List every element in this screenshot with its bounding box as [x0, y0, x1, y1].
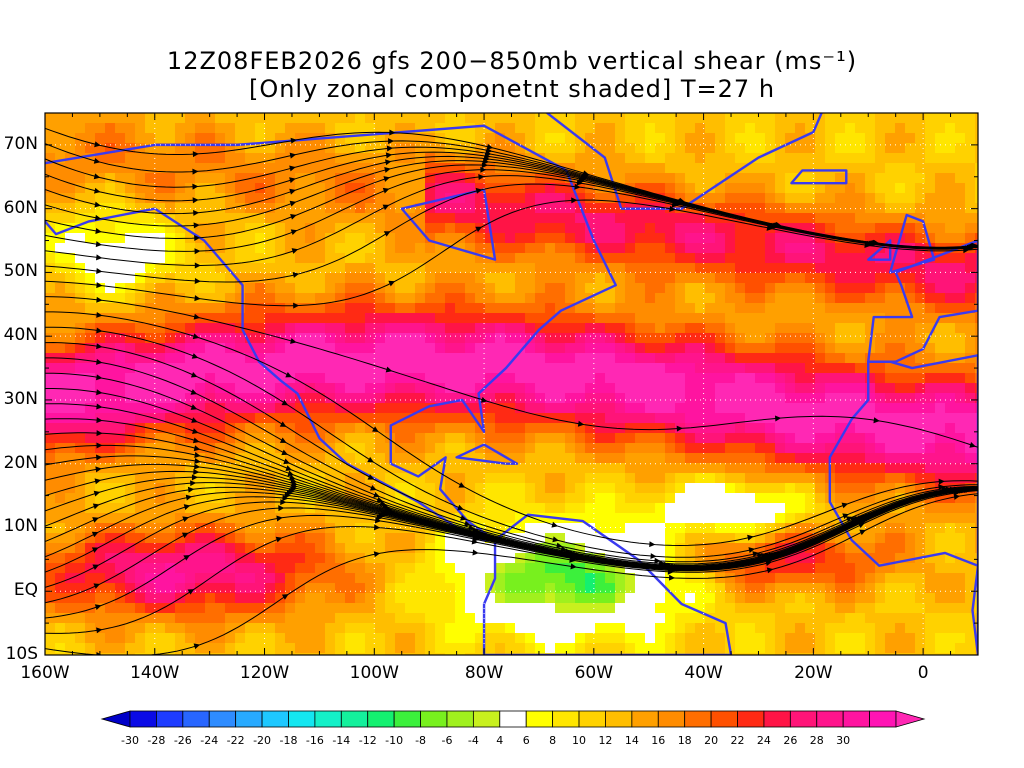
lon-label: 0 [917, 663, 929, 683]
colorbar-label: -8 [415, 734, 427, 747]
lat-label: 50N [3, 261, 38, 282]
colorbar-swatch [842, 710, 870, 728]
colorbar-swatch [420, 710, 448, 728]
lon-label: 80W [464, 663, 504, 683]
colorbar-label: -14 [332, 734, 351, 747]
colorbar-swatch [235, 710, 263, 728]
colorbar-label: -18 [279, 734, 298, 747]
colorbar-swatch [472, 710, 501, 728]
colorbar-swatch [393, 710, 421, 728]
colorbar-label: 30 [836, 734, 851, 747]
colorbar-label: 14 [624, 734, 639, 747]
colorbar-label: -20 [253, 734, 272, 747]
colorbar-label: 10 [572, 734, 587, 747]
colorbar-label: 6 [522, 734, 530, 747]
lon-label: 160W [20, 663, 70, 683]
lat-label: 70N [3, 133, 38, 154]
colorbar-label: 16 [651, 734, 666, 747]
coastlines [45, 113, 978, 655]
colorbar-label: 28 [809, 734, 824, 747]
lon-label: 120W [239, 663, 290, 683]
lat-label: 20N [3, 452, 38, 473]
colorbar-label: -30 [121, 734, 139, 747]
chart-subtitle: [Only zonal componetnt shaded] T=27 h [248, 75, 776, 103]
lon-label: 20W [794, 663, 833, 683]
colorbar-swatch [710, 710, 738, 728]
colorbar-label: 20 [704, 734, 719, 747]
colorbar-swatch [261, 710, 289, 728]
colorbar-swatch [525, 710, 554, 728]
colorbar-swatch [446, 710, 474, 728]
colorbar-swatch [288, 710, 316, 728]
chart-title: 12Z08FEB2026 gfs 200−850mb vertical shea… [166, 47, 858, 75]
colorbar-label: -24 [200, 734, 219, 747]
colorbar-swatch [737, 710, 765, 728]
colorbar-label: -28 [147, 734, 166, 747]
colorbar-label: -6 [441, 734, 453, 747]
lat-label: 10S [5, 644, 38, 664]
colorbar-swatch [340, 710, 369, 728]
streamlines [45, 127, 978, 655]
colorbar-swatch [578, 710, 606, 728]
colorbar-label: -22 [226, 734, 245, 747]
colorbar-label: 22 [730, 734, 745, 747]
colorbar-label: -4 [467, 734, 479, 747]
colorbar-swatch [208, 710, 237, 728]
colorbar-swatch [367, 710, 395, 728]
colorbar-swatch [816, 710, 844, 728]
colorbar-over-arrow [895, 710, 926, 728]
axis-ticks [44, 112, 979, 656]
colorbar-swatch [763, 710, 791, 728]
colorbar-label: 12 [598, 734, 613, 747]
shear-field [45, 113, 978, 655]
lat-label: 10N [3, 516, 38, 537]
colorbar-label: -12 [358, 734, 377, 747]
colorbar-swatch [789, 710, 818, 728]
colorbar-label: 4 [496, 734, 504, 747]
colorbar-label: 26 [783, 734, 798, 747]
colorbar-label: 18 [677, 734, 692, 747]
colorbar-swatch [314, 710, 342, 728]
colorbar-swatch [156, 710, 184, 728]
colorbar-label: -26 [173, 734, 192, 747]
colorbar-swatch [499, 710, 527, 728]
colorbar-label: -10 [385, 734, 404, 747]
colorbar-swatch [552, 710, 580, 728]
lon-label: 100W [349, 663, 399, 683]
lon-label: 60W [574, 663, 614, 683]
colorbar-swatch [869, 710, 897, 728]
colorbar-swatch [182, 710, 210, 728]
colorbar-swatch [657, 710, 686, 728]
colorbar [100, 710, 926, 728]
lon-label: 140W [130, 663, 180, 683]
lat-label: EQ [13, 580, 38, 601]
lat-label: 30N [3, 388, 38, 409]
lon-label: 40W [684, 663, 723, 683]
colorbar-label: 8 [549, 734, 557, 747]
colorbar-swatch [684, 710, 712, 728]
lat-label: 40N [3, 325, 38, 346]
colorbar-label: -16 [305, 734, 324, 747]
colorbar-under-arrow [100, 710, 131, 728]
colorbar-swatch [129, 710, 157, 728]
lat-label: 60N [3, 197, 38, 218]
colorbar-swatch [631, 710, 659, 728]
colorbar-swatch [605, 710, 633, 728]
colorbar-label: 24 [756, 734, 771, 747]
